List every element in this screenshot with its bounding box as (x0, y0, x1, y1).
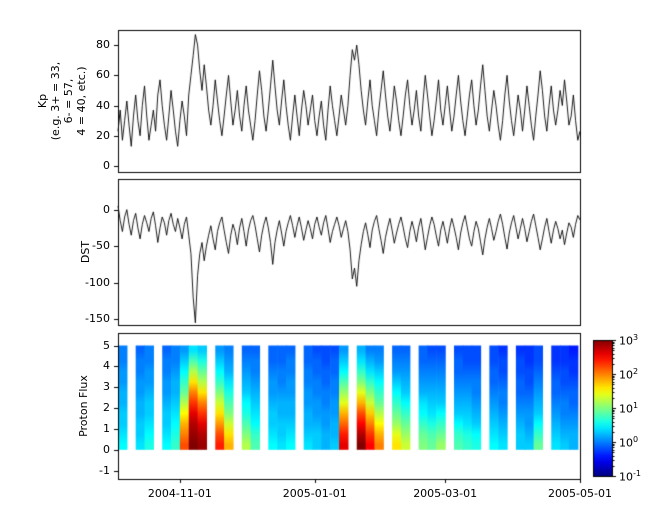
y-tick-label: 20 (96, 128, 110, 142)
y-tick-label: -1 (99, 463, 110, 477)
y-tick-label: 3 (103, 380, 110, 394)
y-tick-label: 40 (96, 98, 110, 112)
x-tick-label: 2005-05-01 (548, 487, 612, 500)
y-tick-label: 4 (103, 359, 110, 373)
y-tick-label: -150 (85, 312, 110, 326)
x-tick-label: 2004-11-01 (147, 487, 212, 500)
colorbar-tick-label: 10-1 (619, 469, 641, 484)
y-tick-label: 2 (103, 401, 110, 415)
y-tick-label: 0 (103, 202, 110, 216)
colorbar-tick-label: 103 (619, 333, 639, 348)
colorbar-tick-label: 101 (619, 401, 639, 416)
y-tick-label: 0 (103, 442, 110, 456)
y-tick-label: -50 (92, 239, 110, 253)
colorbar-tick-label: 102 (619, 367, 639, 382)
x-tick-label: 2005-03-01 (413, 487, 478, 500)
y-tick-label: 5 (103, 338, 110, 352)
colorbar-tick-label: 100 (619, 435, 639, 450)
y-tick-label: -100 (85, 275, 110, 289)
x-tick-label: 2005-01-01 (282, 487, 347, 500)
y-tick-label: 80 (96, 38, 110, 52)
y-tick-label: 1 (103, 421, 110, 435)
y-tick-label: 60 (96, 68, 110, 82)
y-tick-label: 0 (103, 158, 110, 172)
